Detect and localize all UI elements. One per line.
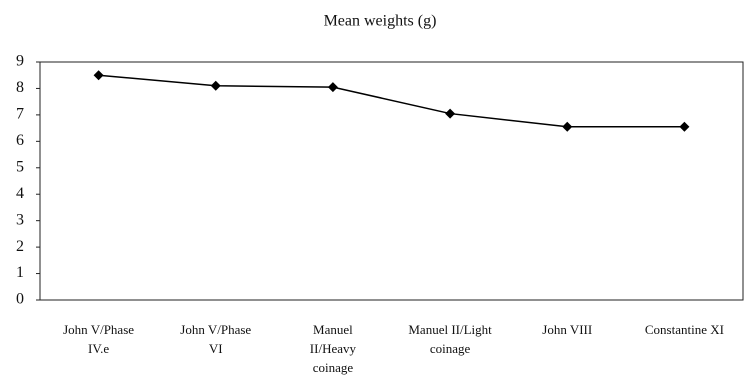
y-tick-label: 5: [16, 158, 24, 175]
chart-title: Mean weights (g): [324, 13, 437, 30]
line: [98, 74, 685, 128]
y-tick-label: 0: [16, 291, 24, 308]
x-tick-label: Constantine XI: [644, 322, 724, 337]
y-tick-label: 3: [16, 211, 24, 228]
marker: [679, 121, 690, 132]
y-tick-label: 1: [16, 264, 24, 281]
y-tick-label: 9: [16, 53, 24, 70]
marker: [562, 121, 573, 132]
y-tick-label: 2: [16, 238, 24, 255]
plot-frame: [39, 61, 744, 301]
x-tick-label: John V/Phase VI: [180, 322, 252, 356]
x-tick-label: Manuel II/Light coinage: [408, 322, 492, 356]
y-tick-label: 8: [16, 79, 24, 96]
marker: [327, 82, 338, 93]
marker: [210, 80, 221, 91]
x-tick-label: John V/Phase IV.e: [63, 322, 135, 356]
marker: [445, 108, 456, 119]
y-tick-label: 6: [16, 132, 24, 149]
y-tick-label: 4: [16, 185, 24, 202]
y-tick-label: 7: [16, 106, 24, 123]
x-tick-label: John VIII: [542, 322, 593, 337]
x-tick-label: Manuel II/Heavy coinage: [309, 322, 356, 375]
marker: [93, 70, 104, 81]
